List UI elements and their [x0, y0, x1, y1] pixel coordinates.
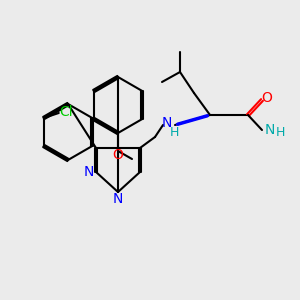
Text: H: H	[169, 127, 179, 140]
Text: Cl: Cl	[59, 105, 73, 119]
Text: O: O	[262, 91, 272, 105]
Text: N: N	[113, 192, 123, 206]
Text: O: O	[112, 148, 123, 162]
Text: N: N	[162, 116, 172, 130]
Text: H: H	[275, 125, 285, 139]
Text: N: N	[84, 165, 94, 179]
Text: N: N	[265, 123, 275, 137]
